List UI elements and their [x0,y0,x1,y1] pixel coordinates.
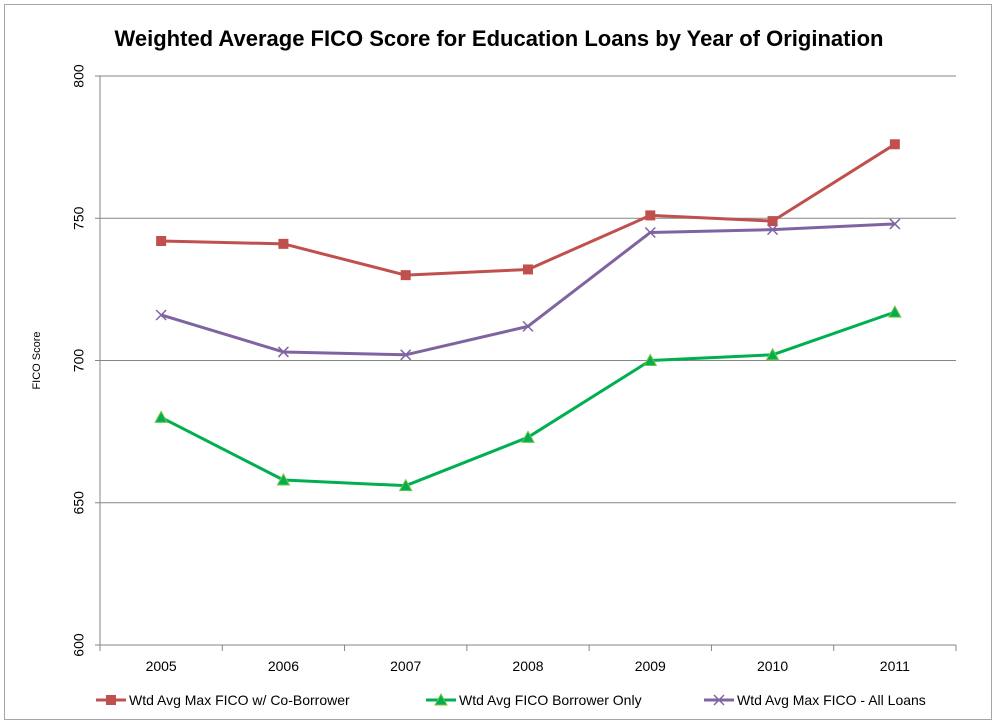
series [154,305,902,492]
data-point [713,694,725,706]
data-point [644,226,656,239]
series [155,218,901,361]
legend: Wtd Avg Max FICO w/ Co-Borrower Wtd Avg F… [96,692,926,708]
y-tick-label: 600 [71,633,87,657]
data-point [434,692,448,706]
y-tick-label: 650 [71,491,87,515]
data-point [277,346,289,358]
x-tick-label: 2011 [880,658,910,674]
y-tick-label: 800 [71,64,87,88]
axes: 600 650 700 750 800 2005 2006 2007 2008 2009 2010 2… [31,64,957,674]
legend-item: Wtd Avg Max FICO - All Loans [704,692,926,708]
data-point [521,430,535,443]
chart-frame [4,4,992,720]
data-point [278,238,289,249]
data-point [156,236,167,247]
series [156,139,900,281]
series-group [154,139,902,492]
data-point [645,210,656,221]
legend-label: Wtd Avg Max FICO - All Loans [737,692,926,708]
legend-label: Wtd Avg Max FICO w/ Co-Borrower [129,692,350,708]
series-line [160,310,896,488]
x-tick-label: 2005 [146,658,177,674]
data-point [888,305,902,318]
data-point [643,353,658,366]
x-tick-label: 2009 [635,658,666,674]
data-point [400,270,411,281]
y-tick-label: 750 [71,206,87,230]
data-point [889,218,901,230]
gridlines [100,75,956,504]
y-axis-title: FICO Score [31,331,43,389]
x-tick-label: 2008 [512,658,543,674]
legend-label: Wtd Avg FICO Borrower Only [459,692,642,708]
x-tick-label: 2007 [390,658,421,674]
x-tick-label: 2006 [268,658,299,674]
data-point [765,347,780,361]
legend-item: Wtd Avg Max FICO w/ Co-Borrower [96,692,350,708]
data-point [523,264,533,275]
data-point [155,309,167,321]
data-point [767,216,778,227]
chart-title: Weighted Average FICO Score for Educatio… [114,26,884,51]
data-point [106,695,116,705]
data-point [400,349,412,361]
data-point [276,472,291,486]
data-point [154,410,168,423]
x-tick-label: 2010 [757,658,788,674]
data-point [889,139,900,150]
y-tick-label: 700 [71,349,87,373]
data-point [522,320,534,332]
data-point [767,224,779,236]
legend-item: Wtd Avg FICO Borrower Only [426,692,642,708]
data-point [398,478,413,492]
series-line [161,143,896,277]
